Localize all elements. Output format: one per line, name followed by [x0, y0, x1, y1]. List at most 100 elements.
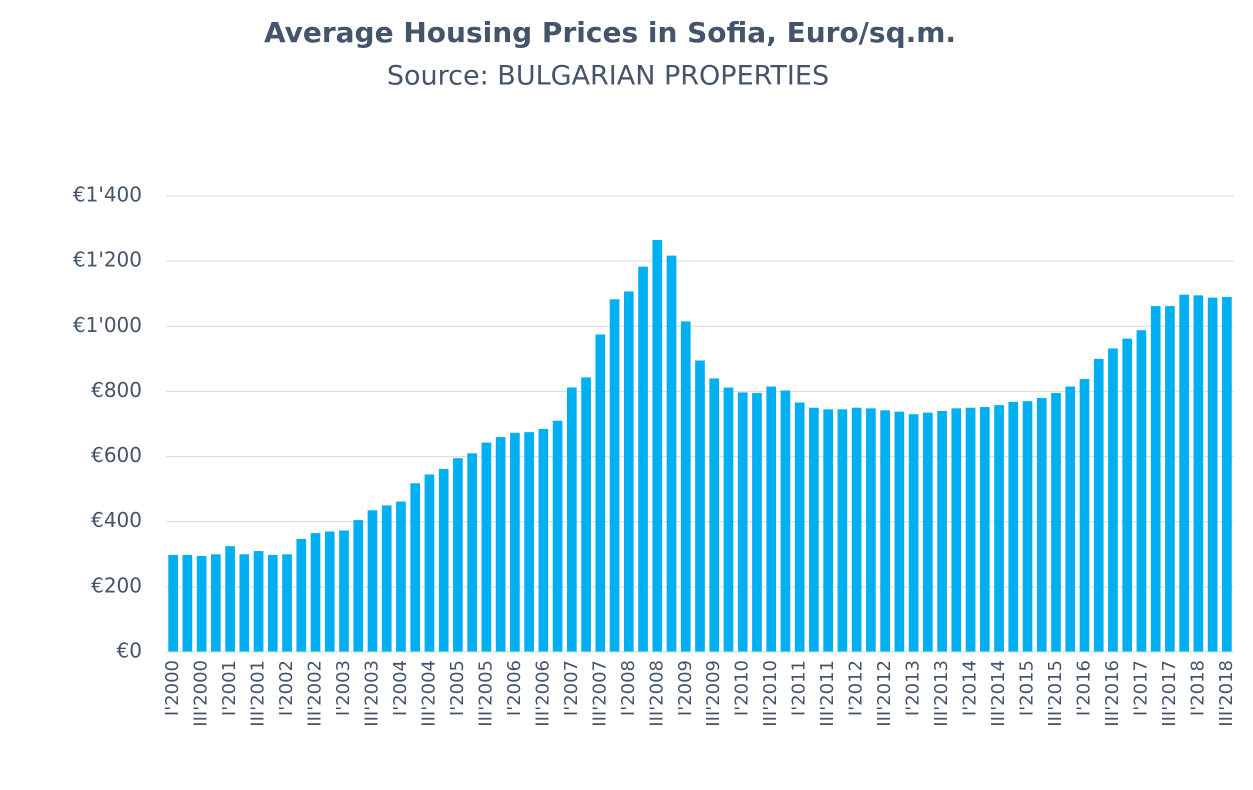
x-tick-label: III'2011: [817, 660, 838, 727]
bar: [396, 501, 406, 652]
bar: [752, 393, 762, 652]
bar: [267, 554, 278, 652]
bar: [1193, 295, 1204, 652]
bar: [880, 410, 890, 652]
x-tick-label: III'2004: [418, 660, 439, 727]
x-tick-label: I'2011: [789, 660, 810, 716]
x-tick-label: III'2012: [874, 660, 895, 727]
bar: [1122, 338, 1133, 652]
x-tick-label: III'2000: [191, 660, 212, 727]
bar: [510, 432, 520, 652]
bar: [823, 409, 834, 652]
bar: [709, 378, 720, 652]
x-tick-label: III'2014: [988, 660, 1009, 727]
x-tick-label: I'2009: [675, 660, 696, 716]
bar: [652, 239, 663, 652]
bar: [310, 533, 321, 652]
bar: [339, 530, 349, 652]
x-tick-label: I'2001: [219, 660, 240, 716]
bar: [994, 405, 1004, 652]
y-tick-label: €1'400: [73, 183, 142, 207]
y-tick-label: €0: [117, 639, 142, 663]
bar: [609, 299, 620, 652]
x-tick-label: III'2009: [703, 660, 724, 727]
bar: [780, 390, 791, 652]
bar: [1150, 306, 1161, 652]
bar: [1008, 401, 1019, 652]
bar: [965, 407, 976, 652]
bar: [695, 360, 705, 652]
bar: [766, 386, 777, 652]
y-tick-label: €1'200: [73, 248, 142, 272]
y-tick-label: €800: [91, 378, 142, 402]
x-tick-label: I'2012: [846, 660, 867, 716]
bar: [1207, 297, 1218, 652]
x-tick-label: I'2008: [618, 660, 639, 716]
bar: [296, 538, 307, 652]
bar: [1022, 401, 1033, 652]
bar: [595, 334, 606, 652]
bar: [438, 468, 449, 652]
bar: [666, 255, 677, 652]
bar: [1165, 306, 1175, 652]
bar: [937, 410, 947, 652]
bar: [1079, 379, 1090, 652]
bar: [623, 291, 634, 652]
x-tick-label: III'2015: [1045, 660, 1066, 727]
x-tick-label: III'2001: [248, 660, 269, 727]
x-tick-label: III'2006: [532, 660, 553, 727]
y-tick-label: €1'000: [73, 313, 142, 337]
bar: [837, 409, 848, 652]
bar: [210, 554, 221, 652]
bar: [410, 483, 421, 652]
x-tick-label: I'2018: [1187, 660, 1208, 716]
y-tick-label: €600: [91, 443, 142, 467]
x-tick-label: I'2010: [732, 660, 753, 716]
x-tick-label: III'2005: [475, 660, 496, 727]
x-tick-label: III'2002: [305, 660, 326, 727]
x-tick-label: I'2003: [333, 660, 354, 716]
x-tick-label: I'2013: [903, 660, 924, 716]
bar: [253, 551, 264, 652]
bar: [182, 554, 193, 652]
bar: [495, 437, 506, 652]
bar: [467, 453, 478, 652]
bar: [794, 402, 805, 652]
bar: [552, 420, 563, 652]
bar: [1108, 348, 1118, 652]
bar: [1179, 294, 1190, 652]
x-tick-label: III'2008: [646, 660, 667, 727]
bar: [239, 554, 250, 652]
bar: [908, 414, 919, 652]
bar: [424, 474, 435, 652]
x-tick-label: I'2000: [162, 660, 183, 716]
bar: [168, 554, 178, 652]
bar: [638, 266, 648, 652]
bar: [809, 407, 819, 652]
x-tick-label: I'2017: [1130, 660, 1151, 716]
bar: [381, 505, 392, 652]
x-tick-label: I'2015: [1017, 660, 1038, 716]
x-tick-label: I'2016: [1073, 660, 1094, 716]
bar: [581, 377, 591, 652]
x-tick-label: III'2003: [361, 660, 382, 727]
chart-title: Average Housing Prices in Sofia, Euro/sq…: [264, 16, 956, 49]
bar: [566, 387, 577, 652]
x-tick-label: III'2010: [760, 660, 781, 727]
x-tick-label: III'2007: [589, 660, 610, 727]
bar: [1136, 330, 1147, 652]
x-tick-label: I'2004: [390, 660, 411, 716]
bar: [453, 458, 463, 652]
x-tick-label: I'2005: [447, 660, 468, 716]
bar: [951, 408, 962, 652]
x-tick-label: I'2006: [504, 660, 525, 716]
y-tick-label: €200: [91, 573, 142, 597]
bar: [367, 510, 378, 652]
bar: [282, 554, 292, 652]
bar: [723, 387, 734, 652]
x-tick-label: III'2013: [931, 660, 952, 727]
x-tick-label: I'2002: [276, 660, 297, 716]
bar: [196, 555, 207, 652]
bar: [737, 392, 748, 652]
